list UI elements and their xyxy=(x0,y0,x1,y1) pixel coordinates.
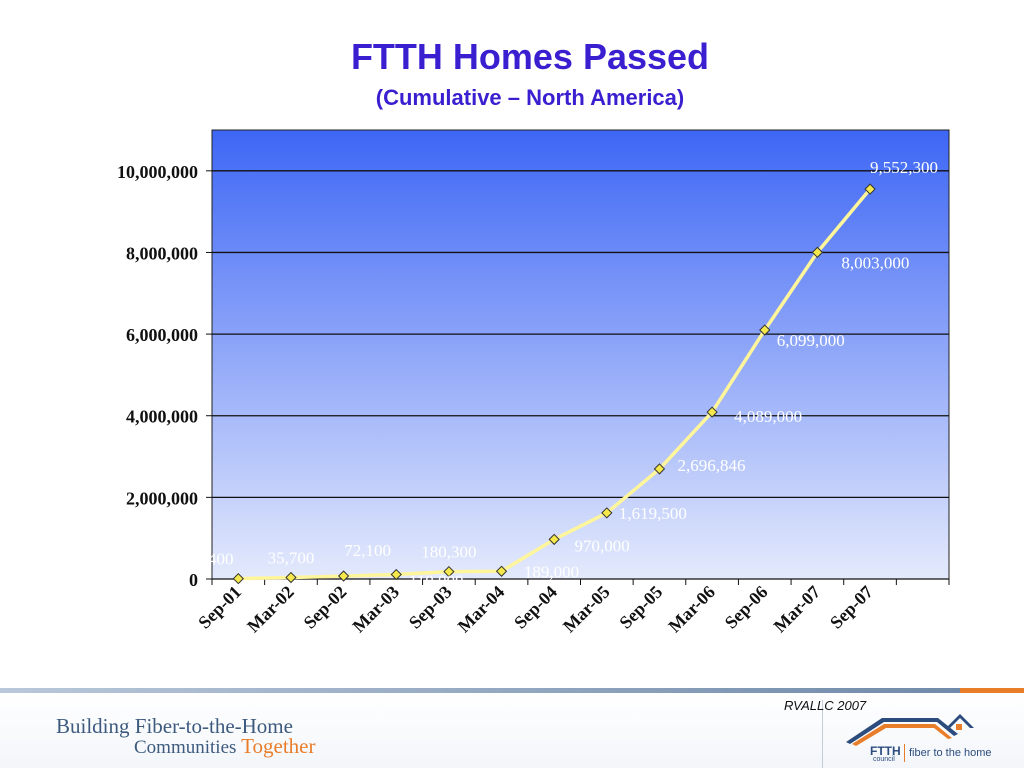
y-tick-label: 0 xyxy=(189,570,198,590)
brand-slogan-word: Communities xyxy=(134,737,242,758)
logo-wordmark: FTTH xyxy=(870,744,901,758)
x-tick-label: Mar-03 xyxy=(348,582,403,637)
data-point xyxy=(811,246,824,258)
chart-title: FTTH Homes Passed xyxy=(350,36,710,77)
brand-slogan-line1: Building Fiber-to-the-Home xyxy=(56,714,293,738)
x-tick-label: Sep-07 xyxy=(826,582,877,633)
data-point xyxy=(495,565,508,577)
x-tick-label: Sep-06 xyxy=(721,582,772,633)
data-label: 9,400 xyxy=(195,550,233,569)
data-point xyxy=(390,568,402,581)
data-point xyxy=(232,572,244,585)
data-point xyxy=(548,533,560,546)
house-roof-icon xyxy=(846,714,974,746)
data-point xyxy=(653,463,666,475)
x-tick-label: Mar-05 xyxy=(559,582,614,637)
data-point xyxy=(706,406,718,418)
data-label: 6,099,000 xyxy=(777,331,845,350)
data-label: 110,000 xyxy=(409,572,464,591)
footer-accent-rule xyxy=(960,688,1024,693)
chart-subtitle: (Cumulative – North America) xyxy=(375,85,685,110)
data-point xyxy=(443,565,455,578)
x-tick-label: Sep-05 xyxy=(615,582,666,633)
brand-slogan-accent: Together xyxy=(241,734,316,758)
data-label: 72,100 xyxy=(344,541,391,560)
data-label: 2,696,846 xyxy=(677,456,745,475)
data-label: 180,300 xyxy=(421,543,476,562)
footer-rule xyxy=(0,688,1024,693)
data-label: 8,003,000 xyxy=(841,253,909,272)
data-point xyxy=(285,571,297,584)
x-tick-label: Sep-02 xyxy=(300,582,351,633)
data-point xyxy=(601,507,613,519)
footer-band xyxy=(0,693,1024,768)
y-tick-label: 10,000,000 xyxy=(117,162,198,182)
brand-slogan-line2: Communities Together xyxy=(134,734,316,759)
x-tick-label: Sep-01 xyxy=(194,582,245,633)
logo-separator xyxy=(904,744,905,762)
data-point xyxy=(864,183,876,195)
logo-subtext: council xyxy=(873,756,895,763)
y-tick-label: 4,000,000 xyxy=(126,407,198,427)
data-label: 4,089,000 xyxy=(734,407,802,426)
y-tick-label: 6,000,000 xyxy=(126,325,198,345)
data-point xyxy=(337,570,350,582)
data-label: 35,700 xyxy=(268,549,315,568)
x-tick-label: Sep-04 xyxy=(510,582,561,633)
line-chart: 0 2,000,000 4,000,000 6,000,000 8,000,000 10,… xyxy=(117,129,950,637)
y-tick-label: 8,000,000 xyxy=(126,243,198,263)
credit-text: RVALLC 2007 xyxy=(784,698,867,713)
x-tick-label: Mar-06 xyxy=(664,582,719,637)
x-tick-label: Mar-02 xyxy=(243,582,298,637)
x-tick-label: Mar-07 xyxy=(770,582,825,637)
data-point xyxy=(759,324,771,336)
logo-tagline: fiber to the home xyxy=(909,747,992,759)
data-label: 1,619,500 xyxy=(619,504,687,523)
data-label: 970,000 xyxy=(575,536,630,555)
plot-area xyxy=(211,129,950,580)
data-label: 189,000 xyxy=(524,562,579,581)
data-label: 9,552,300 xyxy=(870,158,938,177)
y-tick-label: 2,000,000 xyxy=(126,488,198,508)
footer-divider xyxy=(822,700,823,768)
